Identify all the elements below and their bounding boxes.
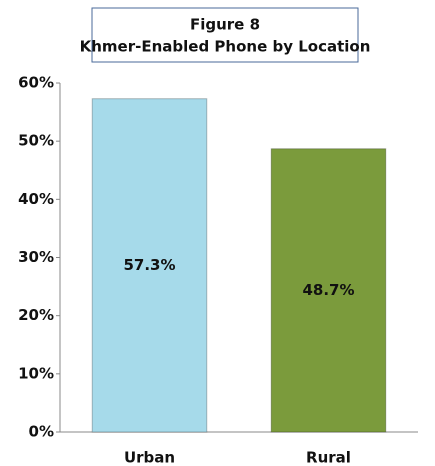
y-tick-label: 10%: [18, 364, 54, 382]
value-label: 57.3%: [123, 256, 175, 274]
y-tick-label: 50%: [18, 132, 54, 150]
title-box: [91, 7, 359, 63]
y-tick-label: 20%: [18, 306, 54, 324]
y-tick-label: 40%: [18, 190, 54, 208]
value-label: 48.7%: [302, 281, 354, 299]
y-tick-label: 0%: [29, 423, 54, 441]
chart-title: Figure 8: [190, 16, 260, 34]
bar: [91, 98, 208, 433]
x-tick-label: Rural: [306, 449, 351, 466]
y-tick-label: 60%: [18, 74, 54, 92]
chart-subtitle: Khmer-Enabled Phone by Location: [80, 38, 371, 56]
y-tick-label: 30%: [18, 248, 54, 266]
x-tick-label: Urban: [124, 449, 175, 466]
bar: [270, 148, 387, 433]
